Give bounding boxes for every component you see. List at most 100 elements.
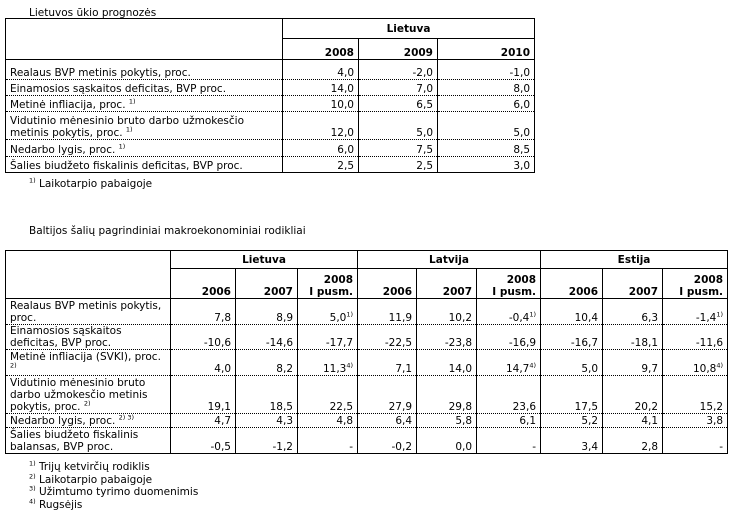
value-cell: 3,4 (540, 427, 604, 454)
value-cell: 14,0 (416, 349, 478, 376)
value-cell: 6,1 (476, 413, 542, 428)
year-header: 2006 (357, 268, 418, 299)
value-cell: 10,84) (662, 349, 729, 376)
value-cell: 6,5 (358, 95, 438, 112)
footnote-ref: 1) (128, 97, 136, 106)
value-cell: - (476, 427, 542, 454)
value-cell: 2,5 (282, 156, 359, 173)
value-cell: 7,5 (358, 139, 438, 157)
row-label: Einamosios sąskaitos deficitas, BVP proc… (10, 325, 122, 349)
value-cell: -22,5 (357, 324, 418, 350)
row-label: Realaus BVP metinis pokytis, proc. (10, 300, 162, 324)
value-cell: 3,0 (437, 156, 536, 173)
year-header: 2008 I pusm. (476, 268, 542, 299)
year-header: 2010 (436, 38, 536, 60)
footnote-marker: 3) (29, 484, 36, 493)
value-cell: 6,3 (602, 298, 664, 325)
table-row: Nedarbo lygis, proc. 2) 3) 4,7 4,3 4,8 6,4 5,… (5, 413, 729, 428)
value-cell: 2,5 (358, 156, 438, 173)
value-cell: 8,9 (235, 298, 298, 325)
value-cell: -0,5 (170, 427, 236, 454)
footnote-text: Rugsėjis (39, 498, 83, 511)
footnote-ref: 4) (716, 361, 724, 370)
baltic-indicators-table: Lietuva Latvija Estija 2006 2007 2008 I pus… (5, 250, 729, 454)
table-row: Metinė infliacija, proc. 1) 10,0 6,5 6,0 (5, 95, 536, 112)
footnote-text: Užimtumo tyrimo duomenimis (39, 486, 199, 498)
value-cell: 7,8 (170, 298, 236, 325)
year-header: 2008 I pusm. (662, 268, 729, 299)
footnote-text: Trijų ketvirčių rodiklis (39, 461, 150, 473)
footnote-ref: 1) (529, 310, 537, 319)
table-row: Šalies biudžeto fiskalinis balansas, BVP… (5, 427, 729, 454)
value-cell: -16,7 (540, 324, 604, 350)
group-header: Lietuva (281, 18, 536, 39)
value-cell: 5,8 (416, 413, 478, 428)
value-cell: - (662, 427, 729, 454)
year-header: 2006 (170, 268, 236, 299)
footnote-line: 4) Rugsėjis (29, 498, 198, 512)
row-label: Einamosios sąskaitos deficitas, BVP proc… (10, 83, 227, 95)
footnote-text: Laikotarpio pabaigoje (39, 473, 153, 486)
value-cell: 10,0 (282, 95, 359, 112)
footnote-line: 1) Trijų ketvirčių rodiklis (29, 459, 198, 474)
row-label: Nedarbo lygis, proc. (10, 144, 116, 156)
value-cell: 11,9 (357, 298, 418, 325)
table-row: Einamosios sąskaitos deficitas, BVP proc… (5, 79, 536, 96)
value-cell: 5,0 (437, 111, 536, 140)
value-cell: 14,0 (282, 79, 359, 96)
value-cell: 8,2 (235, 349, 298, 376)
value-cell: 4,0 (282, 63, 359, 80)
table-row: Einamosios sąskaitos deficitas, BVP proc… (5, 324, 729, 350)
table1-title: Lietuvos ūkio prognozės (29, 7, 157, 19)
footnote-line: 3) Užimtumo tyrimo duomenimis (29, 484, 199, 499)
value-cell: -2,0 (358, 63, 438, 80)
footnote-ref: 1) (118, 142, 126, 151)
value-cell: 10,2 (416, 298, 478, 325)
row-label: Vidutinio mėnesinio bruto darbo užmokesč… (10, 115, 245, 139)
footnote-ref: 2) (10, 361, 17, 370)
value-cell: 20,2 (602, 375, 664, 414)
value-cell: 9,7 (602, 349, 664, 376)
group-header: Estija (540, 250, 729, 269)
year-header: 2009 (358, 38, 438, 60)
value-cell: -1,2 (235, 427, 298, 454)
year-header: 2008 I pusm. (296, 268, 359, 299)
footnote-ref: 1) (716, 310, 724, 319)
footnote-marker: 1) (29, 176, 36, 185)
footnote-marker: 1) (29, 459, 36, 468)
value-cell: -23,8 (416, 324, 478, 350)
footnotes: 1) Trijų ketvirčių rodiklis 2) Laikotarpi… (29, 459, 199, 512)
group-header: Latvija (357, 250, 542, 269)
value-cell: -16,9 (476, 324, 542, 350)
value-cell: -17,7 (297, 324, 359, 350)
value-cell: 5,0 (540, 349, 604, 376)
value-cell: -10,6 (170, 324, 236, 350)
value-cell: 7,0 (358, 79, 438, 96)
value-cell: 19,1 (170, 375, 236, 414)
year-header: 2008 (282, 38, 359, 60)
value-cell: -18,1 (602, 324, 664, 350)
row-label: Šalies biudžeto fiskalinis deficitas, BV… (10, 160, 243, 172)
header-corner (5, 18, 283, 60)
value-cell: -14,6 (235, 324, 298, 350)
value-cell: 5,0 (358, 111, 438, 140)
value-cell: 29,8 (416, 375, 478, 414)
value-cell: 6,0 (282, 139, 359, 157)
table-row: Vidutinio mėnesinio bruto darbo užmokesč… (5, 111, 536, 140)
value-cell: -11,6 (662, 324, 729, 350)
value-cell: -0,2 (357, 427, 418, 454)
table-row: Vidutinio mėnesinio bruto darbo užmokesč… (5, 375, 729, 414)
value-cell: 8,0 (437, 79, 536, 96)
value-cell: 7,1 (357, 349, 418, 376)
footnote-ref: 1) (125, 125, 133, 134)
value-cell: 6,4 (357, 413, 418, 428)
value-cell: -0,41) (476, 298, 542, 325)
footnote-text: Laikotarpio pabaigoje (39, 178, 153, 190)
footnote-ref: 2) (83, 399, 91, 408)
group-header: Lietuva (169, 250, 359, 269)
footnote-marker: 2) (29, 472, 36, 480)
value-cell: 23,6 (476, 375, 542, 414)
row-label: Metinė infliacija, proc. (10, 99, 126, 111)
value-cell: 11,34) (297, 349, 359, 376)
value-cell: 3,8 (662, 413, 729, 428)
